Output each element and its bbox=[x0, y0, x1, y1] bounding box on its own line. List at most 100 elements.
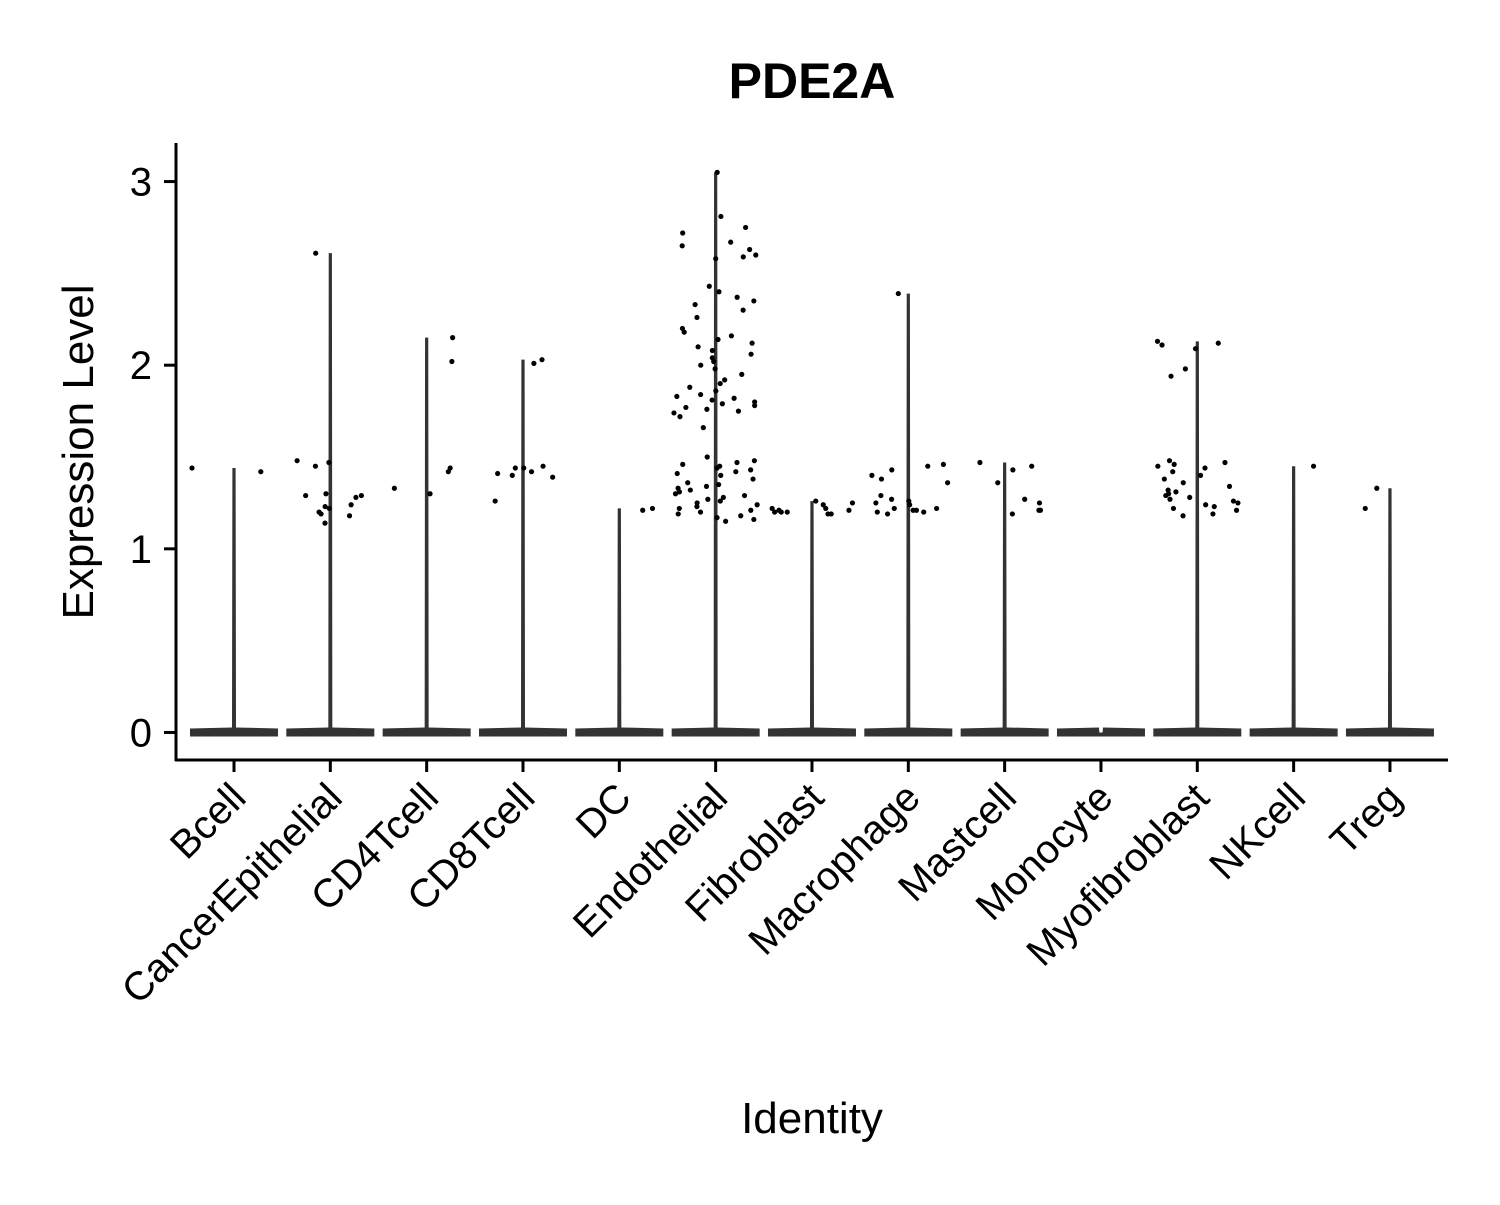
jitter-point bbox=[728, 333, 735, 339]
jitter-point bbox=[312, 463, 319, 469]
jitter-point bbox=[1235, 500, 1241, 506]
jitter-point bbox=[694, 500, 700, 506]
jitter-point bbox=[907, 502, 913, 508]
jitter-point bbox=[716, 481, 722, 488]
jitter-point bbox=[1159, 342, 1165, 348]
jitter-point bbox=[326, 505, 332, 512]
jitter-point bbox=[695, 344, 701, 350]
jitter-point bbox=[1187, 494, 1193, 501]
jitter-point bbox=[692, 301, 698, 308]
violin bbox=[864, 293, 953, 737]
x-tick-label: Treg bbox=[1322, 775, 1410, 863]
jitter-point bbox=[391, 485, 397, 491]
jitter-point bbox=[694, 503, 700, 510]
jitter-point bbox=[675, 511, 681, 517]
jitter-point bbox=[849, 500, 856, 506]
jitter-point bbox=[1029, 463, 1035, 469]
jitter-point bbox=[680, 230, 686, 236]
jitter-point bbox=[889, 496, 895, 502]
jitter-point bbox=[712, 366, 718, 372]
jitter-point bbox=[539, 357, 545, 363]
jitter-point bbox=[445, 469, 451, 475]
jitter-point bbox=[1155, 463, 1161, 469]
violin bbox=[1056, 727, 1145, 737]
jitter-point bbox=[738, 513, 744, 519]
violin bbox=[478, 359, 567, 737]
jitter-point bbox=[1230, 498, 1237, 504]
jitter-point bbox=[1215, 340, 1221, 346]
violin bbox=[575, 508, 664, 737]
jitter-point bbox=[640, 507, 646, 513]
jitter-point bbox=[313, 250, 319, 256]
x-tick-label: NKcell bbox=[1201, 775, 1314, 888]
jitter-point bbox=[1202, 465, 1208, 471]
jitter-point bbox=[687, 487, 693, 493]
jitter-point bbox=[698, 391, 704, 398]
violin bbox=[671, 172, 760, 737]
jitter-point bbox=[718, 213, 724, 220]
y-tick-label: 3 bbox=[130, 161, 152, 205]
jitter-point bbox=[723, 518, 729, 524]
jitter-point bbox=[1168, 373, 1174, 379]
jitter-point bbox=[717, 380, 723, 387]
jitter-point bbox=[1210, 511, 1216, 517]
y-axis-label: Expression Level bbox=[54, 284, 103, 619]
jitter-point bbox=[925, 463, 931, 469]
jitter-point bbox=[878, 476, 885, 482]
jitter-point bbox=[521, 465, 527, 471]
jitter-point bbox=[687, 384, 693, 390]
jitter-point bbox=[995, 480, 1001, 486]
jitter-point bbox=[740, 254, 746, 260]
jitter-point bbox=[734, 294, 740, 300]
jitter-point bbox=[884, 511, 891, 517]
jitter-point bbox=[889, 467, 895, 473]
jitter-point bbox=[704, 406, 710, 412]
jitter-point bbox=[704, 454, 710, 460]
jitter-point bbox=[735, 408, 742, 414]
violin bbox=[1153, 341, 1242, 737]
jitter-point bbox=[674, 470, 680, 477]
jitter-point bbox=[820, 502, 826, 508]
jitter-point bbox=[716, 289, 722, 295]
jitter-point bbox=[1167, 496, 1173, 502]
jitter-point bbox=[322, 520, 328, 526]
jitter-point bbox=[679, 243, 685, 249]
jitter-point bbox=[753, 252, 759, 258]
jitter-point bbox=[895, 290, 901, 297]
jitter-point bbox=[1192, 346, 1199, 352]
jitter-point bbox=[731, 395, 737, 401]
jitter-point bbox=[748, 467, 754, 473]
jitter-point bbox=[722, 377, 728, 383]
jitter-point bbox=[718, 472, 724, 478]
jitter-point bbox=[509, 472, 515, 478]
jitter-point bbox=[778, 509, 784, 515]
jitter-point bbox=[1173, 489, 1179, 495]
jitter-point bbox=[828, 511, 834, 517]
jitter-point bbox=[322, 503, 328, 510]
jitter-point bbox=[748, 507, 754, 513]
jitter-point bbox=[752, 399, 758, 405]
jitter-point bbox=[977, 459, 983, 466]
jitter-point bbox=[681, 329, 687, 335]
jitter-point bbox=[1197, 472, 1204, 478]
jitter-point bbox=[676, 489, 683, 495]
jitter-point bbox=[1037, 507, 1044, 513]
jitter-point bbox=[323, 491, 329, 497]
jitter-point bbox=[741, 492, 748, 499]
jitter-point bbox=[495, 470, 501, 477]
jitter-point bbox=[1170, 469, 1176, 475]
jitter-point bbox=[823, 505, 829, 512]
x-axis-label: Identity bbox=[741, 1094, 883, 1143]
jitter-point bbox=[685, 480, 691, 486]
x-tick-label: DC bbox=[568, 775, 640, 847]
jitter-point bbox=[709, 347, 715, 354]
jitter-point bbox=[676, 505, 682, 512]
violin bbox=[190, 468, 278, 737]
jitter-point bbox=[1182, 366, 1188, 372]
jitter-point bbox=[1171, 461, 1177, 467]
jitter-point bbox=[713, 388, 719, 394]
jitter-point bbox=[1154, 338, 1161, 344]
jitter-point bbox=[878, 492, 884, 499]
jitter-point bbox=[1211, 503, 1217, 510]
jitter-point bbox=[703, 483, 710, 489]
